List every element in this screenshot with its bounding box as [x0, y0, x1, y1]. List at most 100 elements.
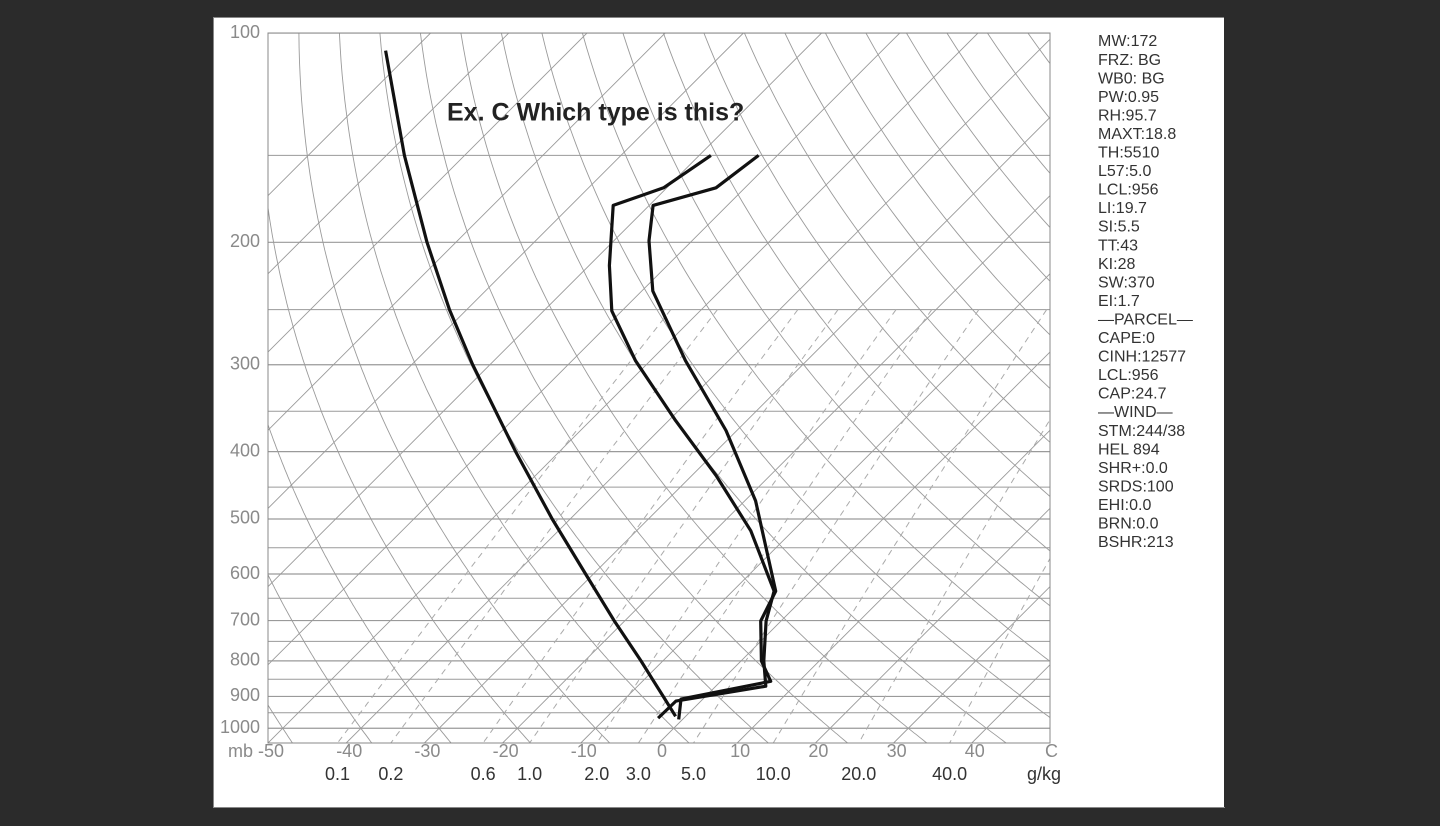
index-text: SHR+:0.0	[1098, 460, 1168, 477]
y-tick-label: 900	[230, 685, 260, 705]
y-tick-label: 500	[230, 508, 260, 528]
isotherm	[268, 33, 510, 275]
mixing-ratio-tick-label: 5.0	[681, 764, 706, 784]
mixing-ratio-line	[596, 309, 897, 743]
mixing-ratio-tick-label: 2.0	[584, 764, 609, 784]
y-axis-label: mb	[228, 741, 253, 761]
dry-adiabat	[268, 704, 293, 743]
x-tick-label: 20	[808, 741, 828, 761]
index-text: L57:5.0	[1098, 163, 1151, 180]
y-tick-label: 400	[230, 440, 260, 460]
dry-adiabat	[268, 204, 531, 743]
mixing-ratio-tick-label: 0.1	[325, 764, 350, 784]
index-text: CAPE:0	[1098, 330, 1155, 347]
x-tick-label: 40	[965, 741, 985, 761]
mixing-ratio-tick-label: 1.0	[517, 764, 542, 784]
x-tick-label: -30	[414, 741, 440, 761]
dry-adiabat	[743, 33, 1050, 443]
y-tick-label: 800	[230, 650, 260, 670]
profile-line	[384, 50, 677, 718]
y-tick-label: 300	[230, 353, 260, 373]
index-text: LCL:956	[1098, 367, 1159, 384]
y-tick-label: 1000	[220, 717, 260, 737]
index-text: HEL 894	[1098, 441, 1160, 458]
x-tick-label: -20	[493, 741, 519, 761]
mixing-ratio-line	[772, 309, 1048, 743]
mixing-ratio-line	[482, 309, 799, 743]
index-text: TH:5510	[1098, 145, 1159, 162]
index-text: MAXT:18.8	[1098, 126, 1176, 143]
dry-adiabat	[338, 33, 690, 743]
index-text: BRN:0.0	[1098, 516, 1159, 533]
dry-adiabat	[825, 33, 1050, 336]
isotherm	[268, 33, 744, 510]
x-tick-label: 30	[887, 741, 907, 761]
index-text: BSHR:213	[1098, 534, 1174, 551]
x-axis-label: C	[1045, 741, 1058, 761]
dry-adiabat	[460, 33, 928, 743]
x-tick-label: 10	[730, 741, 750, 761]
profile-line	[607, 154, 776, 720]
index-text: PW:0.95	[1098, 89, 1159, 106]
dry-adiabat	[622, 33, 1050, 607]
isotherm	[893, 585, 1050, 743]
profile-line	[647, 154, 778, 720]
index-text: LI:19.7	[1098, 200, 1147, 217]
index-text: MW:172	[1098, 33, 1157, 50]
dry-adiabat	[784, 33, 1050, 390]
x-tick-label: -40	[336, 741, 362, 761]
panel	[213, 17, 1225, 808]
isotherm	[268, 33, 822, 588]
isotherm	[502, 194, 1050, 743]
isotherm	[658, 351, 1050, 743]
mixing-ratio-line	[637, 309, 933, 743]
index-text: TT:43	[1098, 237, 1138, 254]
mixing-ratio-label: g/kg	[1027, 764, 1061, 784]
dry-adiabat	[500, 33, 1007, 743]
isotherm	[268, 33, 588, 353]
y-tick-label: 200	[230, 231, 260, 251]
mixing-ratio-line	[858, 418, 1050, 743]
mixing-ratio-tick-label: 0.6	[471, 764, 496, 784]
dry-adiabat	[268, 423, 452, 743]
dry-adiabat	[703, 33, 1050, 498]
dry-adiabat	[268, 573, 373, 743]
x-tick-label: -50	[258, 741, 284, 761]
y-tick-label: 100	[230, 22, 260, 42]
dry-adiabat	[662, 33, 1050, 552]
index-text: CAP:24.7	[1098, 386, 1167, 403]
index-text: CINH:12577	[1098, 349, 1186, 366]
y-tick-label: 600	[230, 563, 260, 583]
mixing-ratio-tick-label: 40.0	[932, 764, 967, 784]
mixing-ratio-tick-label: 0.2	[378, 764, 403, 784]
mixing-ratio-tick-label: 3.0	[626, 764, 651, 784]
grid	[268, 33, 1050, 743]
isotherm	[268, 33, 431, 197]
isotherm	[268, 33, 979, 743]
index-text: STM:244/38	[1098, 423, 1185, 440]
index-text: LCL:956	[1098, 182, 1159, 199]
right-mask	[1224, 17, 1440, 807]
isotherm	[424, 116, 1050, 743]
index-text: —PARCEL—	[1098, 311, 1193, 328]
index-text: RH:95.7	[1098, 107, 1157, 124]
index-text: SW:370	[1098, 274, 1155, 291]
dry-adiabat	[298, 33, 611, 743]
index-text: SI:5.5	[1098, 219, 1140, 236]
x-tick-label: -10	[571, 741, 597, 761]
mixing-ratio-line	[949, 557, 1050, 743]
chart-title: Ex. C Which type is this?	[447, 99, 744, 127]
index-text: —WIND—	[1098, 404, 1173, 421]
dry-adiabat	[419, 33, 848, 743]
index-text: EI:1.7	[1098, 293, 1140, 310]
index-text: EHI:0.0	[1098, 497, 1151, 514]
plot-frame	[267, 32, 1051, 744]
isotherm	[268, 33, 666, 431]
mixing-ratio-tick-label: 20.0	[841, 764, 876, 784]
profiles	[384, 50, 778, 720]
index-text: FRZ: BG	[1098, 52, 1161, 69]
index-text: WB0: BG	[1098, 70, 1165, 87]
mixing-ratio-line	[529, 309, 839, 743]
